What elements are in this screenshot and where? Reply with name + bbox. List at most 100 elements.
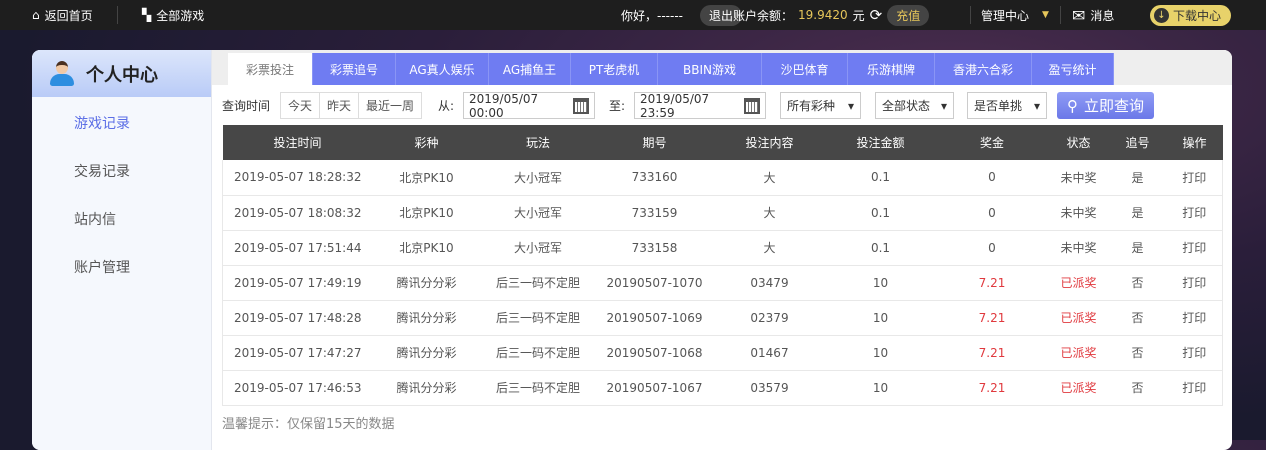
sidebar-item-transactions[interactable]: 交易记录 bbox=[74, 164, 130, 180]
table-row: 2019-05-07 17:49:19 腾讯分分彩 后三一码不定胆 20190507-… bbox=[222, 265, 1223, 301]
table-row: 2019-05-07 17:51:44 北京PK10 大小冠军 733158 大 0.1 0… bbox=[222, 230, 1223, 266]
table-cell: 北京PK10 bbox=[372, 160, 481, 196]
table-cell: 2019-05-07 17:49:19 bbox=[222, 265, 373, 301]
table-cell: 10 bbox=[825, 300, 936, 336]
lottery-select[interactable]: 所有彩种 ▾ bbox=[780, 92, 861, 119]
table-cell: 大小冠军 bbox=[480, 230, 596, 266]
tab-5[interactable]: BBIN游戏 bbox=[658, 53, 762, 85]
column-header: 彩种 bbox=[372, 125, 481, 160]
bet-records-table: 投注时间 彩种 玩法 期号 投注内容 投注金额 奖金 状态 追号 操作 2019-05-07 18… bbox=[222, 125, 1223, 406]
table-cell: 后三一码不定胆 bbox=[480, 265, 596, 301]
refresh-icon[interactable]: ⟳ bbox=[869, 6, 883, 24]
table-cell: 腾讯分分彩 bbox=[372, 370, 481, 406]
sidebar-item-inbox[interactable]: 站内信 bbox=[74, 212, 116, 228]
yesterday-button[interactable]: 昨天 bbox=[320, 92, 360, 119]
table-cell: 是 bbox=[1108, 195, 1167, 231]
messages-link[interactable]: ✉ 消息 bbox=[1072, 5, 1115, 25]
tab-6[interactable]: 沙巴体育 bbox=[762, 53, 848, 85]
table-cell: 后三一码不定胆 bbox=[480, 370, 596, 406]
table-cell: 733159 bbox=[595, 195, 714, 231]
to-date-input[interactable]: 2019/05/07 23:59 bbox=[634, 92, 766, 120]
tab-2[interactable]: AG真人娱乐 bbox=[396, 53, 489, 85]
table-cell: 20190507-1067 bbox=[595, 370, 714, 406]
print-link[interactable]: 打印 bbox=[1166, 335, 1223, 371]
tip-text: 温馨提示：仅保留15天的数据 bbox=[222, 417, 395, 432]
today-button[interactable]: 今天 bbox=[280, 92, 321, 119]
download-icon: ↓ bbox=[1154, 7, 1169, 23]
column-header: 投注内容 bbox=[713, 125, 826, 160]
tab-9[interactable]: 盈亏统计 bbox=[1032, 53, 1114, 85]
mail-icon: ✉ bbox=[1072, 5, 1086, 25]
table-row: 2019-05-07 17:47:27 腾讯分分彩 后三一码不定胆 20190507-… bbox=[222, 335, 1223, 371]
print-link[interactable]: 打印 bbox=[1166, 300, 1223, 336]
table-cell: 未中奖 bbox=[1048, 195, 1109, 231]
balance-label: 账户余额： bbox=[733, 8, 794, 23]
table-cell: 腾讯分分彩 bbox=[372, 300, 481, 336]
table-cell: 否 bbox=[1108, 300, 1167, 336]
print-link[interactable]: 打印 bbox=[1166, 230, 1223, 266]
search-icon: ⚲ bbox=[1067, 96, 1078, 115]
sidebar-item-game-records[interactable]: 游戏记录 bbox=[74, 116, 130, 132]
table-cell: 733158 bbox=[595, 230, 714, 266]
home-link[interactable]: ⌂ 返回首页 bbox=[32, 8, 93, 23]
column-header: 期号 bbox=[595, 125, 714, 160]
dropdown-arrow-icon: ▾ bbox=[940, 98, 947, 113]
table-cell: 03479 bbox=[713, 265, 826, 301]
column-header: 玩法 bbox=[480, 125, 596, 160]
table-cell: 腾讯分分彩 bbox=[372, 265, 481, 301]
calendar-icon[interactable] bbox=[573, 97, 589, 114]
tab-4[interactable]: PT老虎机 bbox=[571, 53, 658, 85]
table-cell: 02379 bbox=[713, 300, 826, 336]
print-link[interactable]: 打印 bbox=[1166, 370, 1223, 406]
table-cell: 后三一码不定胆 bbox=[480, 300, 596, 336]
tab-8[interactable]: 香港六合彩 bbox=[935, 53, 1032, 85]
status-select[interactable]: 全部状态 ▾ bbox=[875, 92, 954, 119]
table-cell: 0.1 bbox=[825, 195, 936, 231]
divider bbox=[117, 6, 118, 24]
last-week-button[interactable]: 最近一周 bbox=[359, 92, 423, 119]
print-link[interactable]: 打印 bbox=[1166, 160, 1223, 196]
tab-7[interactable]: 乐游棋牌 bbox=[848, 53, 935, 85]
from-date-input[interactable]: 2019/05/07 00:00 bbox=[463, 92, 595, 120]
table-cell: 后三一码不定胆 bbox=[480, 335, 596, 371]
table-cell: 7.21 bbox=[935, 265, 1049, 301]
all-games-link[interactable]: ▚ 全部游戏 bbox=[142, 8, 205, 23]
table-cell: 2019-05-07 17:48:28 bbox=[222, 300, 373, 336]
table-cell: 0.1 bbox=[825, 160, 936, 196]
column-header: 操作 bbox=[1166, 125, 1223, 160]
column-header: 投注金额 bbox=[825, 125, 936, 160]
table-cell: 已派奖 bbox=[1048, 300, 1109, 336]
table-cell: 7.21 bbox=[935, 335, 1049, 371]
table-cell: 未中奖 bbox=[1048, 160, 1109, 196]
table-cell: 未中奖 bbox=[1048, 230, 1109, 266]
table-cell: 否 bbox=[1108, 265, 1167, 301]
main-card: 个人中心 游戏记录 交易记录 站内信 账户管理 彩票投注 彩票追号 AG真人娱乐 AG… bbox=[32, 50, 1232, 450]
balance-value: 19.9420 bbox=[798, 8, 848, 22]
download-center-button[interactable]: ↓ 下载中心 bbox=[1150, 4, 1232, 26]
chevron-down-icon: ▼ bbox=[1042, 10, 1049, 20]
table-cell: 大 bbox=[713, 195, 826, 231]
sidebar-item-account[interactable]: 账户管理 bbox=[74, 260, 130, 276]
from-label: 从: bbox=[438, 99, 455, 113]
user-icon bbox=[50, 60, 74, 87]
table-cell: 2019-05-07 17:51:44 bbox=[222, 230, 373, 266]
tab-1[interactable]: 彩票追号 bbox=[313, 53, 396, 85]
table-cell: 2019-05-07 17:47:27 bbox=[222, 335, 373, 371]
recharge-button[interactable]: 充值 bbox=[887, 4, 930, 26]
search-button[interactable]: ⚲ 立即查询 bbox=[1057, 92, 1155, 119]
table-cell: 腾讯分分彩 bbox=[372, 335, 481, 371]
table-cell: 是 bbox=[1108, 160, 1167, 196]
table-cell: 大 bbox=[713, 160, 826, 196]
single-select[interactable]: 是否单挑 ▾ bbox=[967, 92, 1047, 119]
tab-3[interactable]: AG捕鱼王 bbox=[489, 53, 571, 85]
table-cell: 7.21 bbox=[935, 370, 1049, 406]
calendar-icon[interactable] bbox=[744, 97, 760, 114]
admin-menu[interactable]: 管理中心 ▼ bbox=[981, 8, 1049, 23]
table-cell: 733160 bbox=[595, 160, 714, 196]
logout-button[interactable]: 退出 bbox=[700, 4, 743, 26]
print-link[interactable]: 打印 bbox=[1166, 195, 1223, 231]
print-link[interactable]: 打印 bbox=[1166, 265, 1223, 301]
tab-0[interactable]: 彩票投注 bbox=[228, 53, 313, 85]
table-row: 2019-05-07 17:46:53 腾讯分分彩 后三一码不定胆 20190507-… bbox=[222, 370, 1223, 406]
dropdown-arrow-icon: ▾ bbox=[1033, 98, 1040, 113]
